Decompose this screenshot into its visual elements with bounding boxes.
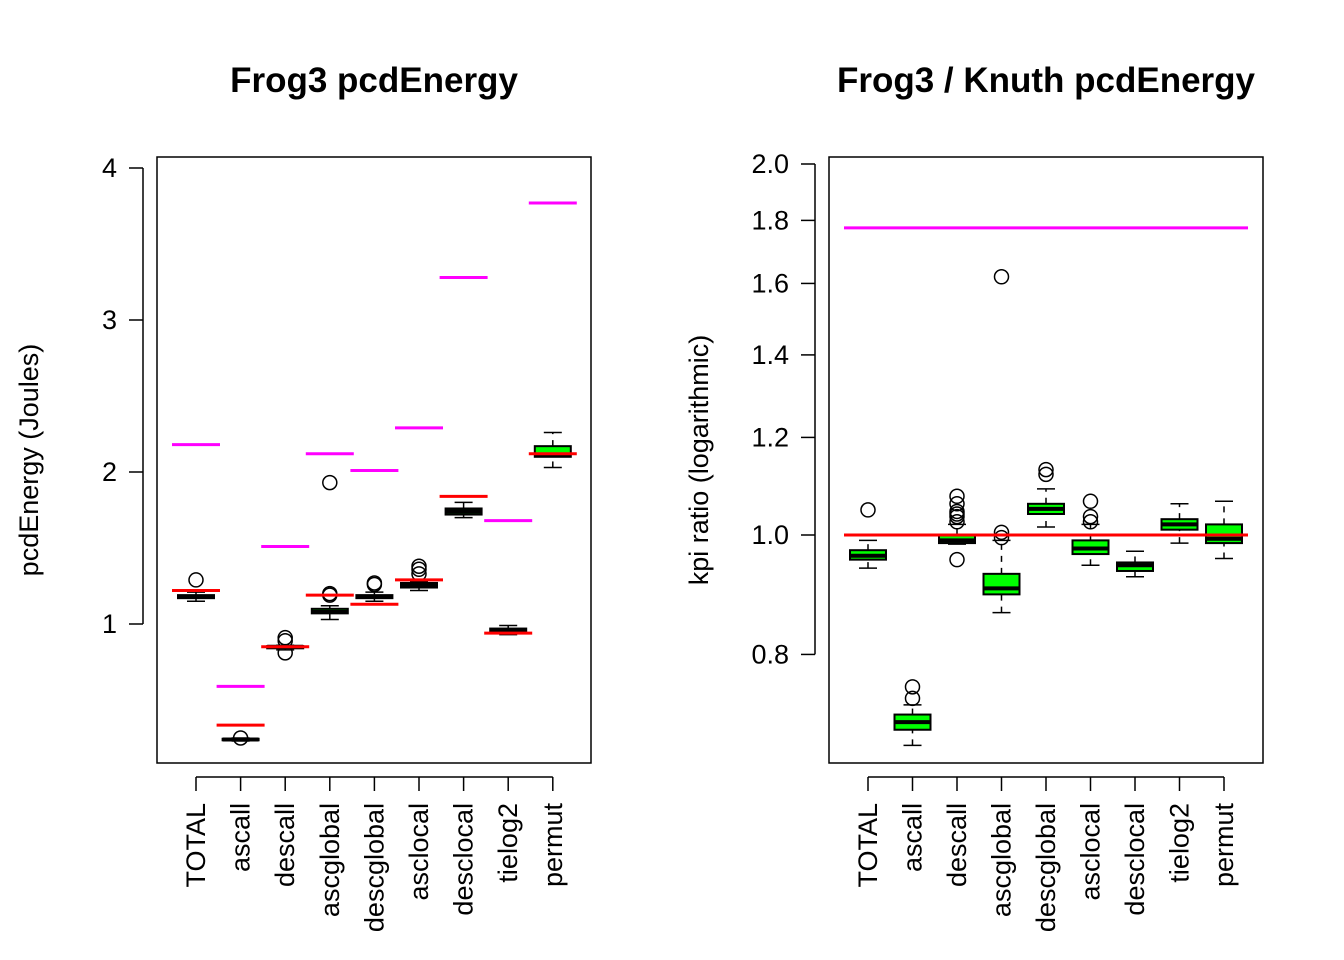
y-tick-label: 1 <box>102 609 117 639</box>
outlier-point <box>1038 461 1054 478</box>
box-tielog2 <box>484 519 533 636</box>
y-tick-label: 1.6 <box>751 268 789 298</box>
outlier-point <box>188 572 204 588</box>
outlier-point <box>949 551 965 568</box>
box-permut <box>1205 500 1243 560</box>
left-y-axis-label: pcdEnergy (Joules) <box>14 344 44 577</box>
outlier-point <box>411 558 427 574</box>
x-tick-label-ascall: ascall <box>898 803 928 872</box>
x-tick-label-desclocal: desclocal <box>1120 803 1150 916</box>
box-tielog2 <box>1160 503 1199 544</box>
x-tick-label-ascglobal: ascglobal <box>987 803 1017 917</box>
x-tick-label-asclocal: asclocal <box>404 803 434 901</box>
box-desclocal <box>439 275 488 519</box>
outlier-point <box>1082 493 1099 510</box>
right-y-axis-label: kpi ratio (logarithmic) <box>684 335 714 586</box>
y-tick-label: 0.8 <box>751 639 789 669</box>
right-chart-title: Frog3 / Knuth pcdEnergy <box>837 61 1256 100</box>
box-descall <box>938 488 976 568</box>
box-descglobal <box>350 468 399 606</box>
box-ascall <box>216 684 265 746</box>
x-tick-label-TOTAL: TOTAL <box>853 803 883 888</box>
x-tick-label-ascglobal: ascglobal <box>315 803 345 917</box>
x-tick-label-desclocal: desclocal <box>449 803 479 916</box>
plot-frame <box>156 156 592 764</box>
outlier-point <box>993 269 1010 285</box>
outlier-point <box>322 585 338 602</box>
box-TOTAL <box>172 443 220 602</box>
box-asclocal <box>395 426 443 592</box>
box-ascglobal <box>982 269 1021 614</box>
y-tick-label: 1.2 <box>751 422 789 452</box>
iqr-box <box>982 572 1021 596</box>
x-tick-label-descall: descall <box>942 803 972 887</box>
outlier-point <box>366 575 383 591</box>
y-tick-label: 1.0 <box>751 520 789 550</box>
y-tick-label: 2 <box>102 457 117 487</box>
x-tick-label-tielog2: tielog2 <box>493 803 523 883</box>
outlier-point <box>277 629 293 646</box>
outlier-point <box>993 524 1010 541</box>
outlier-point <box>1038 466 1054 483</box>
x-tick-label-ascall: ascall <box>226 803 256 872</box>
outlier-point <box>1082 514 1099 530</box>
box-permut <box>528 201 577 469</box>
box-descglobal <box>1027 461 1065 528</box>
outlier-point <box>949 488 965 505</box>
x-tick-label-TOTAL: TOTAL <box>181 803 211 888</box>
outlier-point <box>949 514 965 530</box>
outlier-point <box>232 730 249 746</box>
x-tick-label-asclocal: asclocal <box>1076 803 1106 901</box>
x-tick-label-descglobal: descglobal <box>359 803 389 932</box>
right-panel: 0.8 1.0 1.2 1.4 1.6 1.8 2.0 TOTAL ascall descall a… <box>751 149 1264 932</box>
outlier-point <box>993 529 1010 546</box>
left-panel: 1 2 3 4 TOTAL ascall descall ascglobal descgloba… <box>102 153 592 932</box>
outlier-point <box>904 679 921 695</box>
box-descall <box>261 544 310 661</box>
y-tick-label: 4 <box>102 153 117 183</box>
outlier-point <box>949 503 965 520</box>
y-tick-label: 1.8 <box>751 205 789 235</box>
outlier-point <box>949 496 965 512</box>
box-desclocal <box>1116 550 1154 578</box>
outlier-point <box>904 690 921 707</box>
outlier-point <box>322 474 338 491</box>
box-ascglobal <box>305 452 354 621</box>
x-tick-label-permut: permut <box>1209 803 1239 888</box>
box-ascall <box>893 679 932 747</box>
y-tick-label: 1.4 <box>751 340 789 370</box>
box-asclocal <box>1071 493 1110 567</box>
y-tick-label: 3 <box>102 305 117 335</box>
outlier-point <box>860 502 876 518</box>
box-TOTAL <box>849 502 887 569</box>
x-tick-label-tielog2: tielog2 <box>1165 803 1195 883</box>
x-tick-label-permut: permut <box>538 803 568 888</box>
x-tick-label-descall: descall <box>270 803 300 887</box>
left-chart-title: Frog3 pcdEnergy <box>230 61 518 100</box>
outlier-point <box>1082 508 1099 525</box>
plot-frame <box>828 156 1264 764</box>
y-tick-label: 2.0 <box>751 149 789 179</box>
x-tick-label-descglobal: descglobal <box>1031 803 1061 932</box>
